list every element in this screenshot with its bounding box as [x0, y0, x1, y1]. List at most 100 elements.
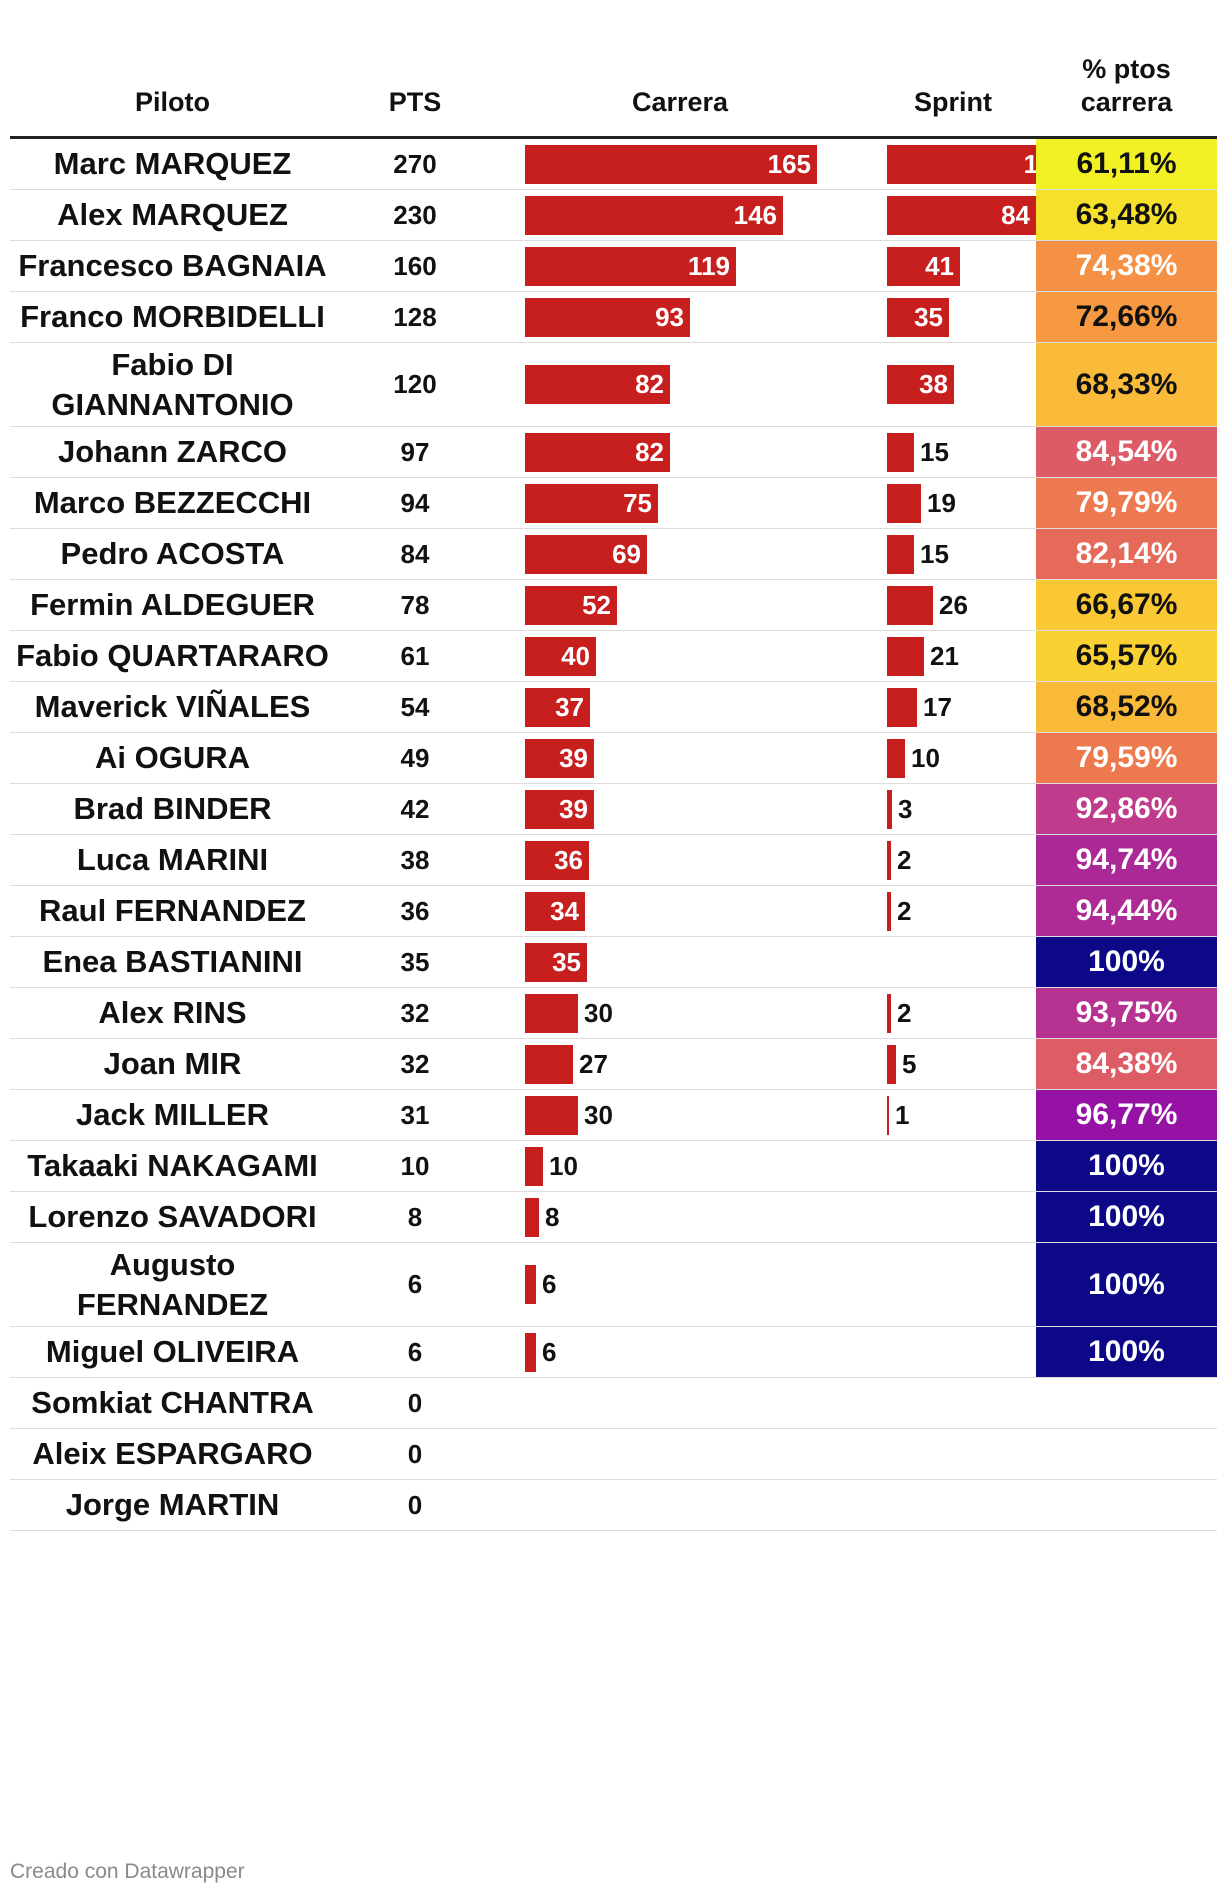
carrera-cell: 8 [525, 1192, 855, 1242]
table-row: Alex MARQUEZ 230 146 84 63,48% [10, 190, 1217, 241]
carrera-cell: 146 [525, 190, 855, 240]
sprint-bar [887, 534, 914, 574]
header-pts: PTS [388, 87, 442, 118]
sprint-value: 21 [930, 640, 959, 671]
sprint-cell [887, 1141, 1027, 1191]
pct-carrera-cell: 100% [1036, 1192, 1217, 1242]
sprint-cell [887, 1378, 1027, 1428]
pct-carrera-cell: 79,79% [1036, 478, 1217, 528]
carrera-value: 8 [545, 1201, 560, 1232]
pct-carrera-cell: 79,59% [1036, 733, 1217, 783]
points-table: Piloto PTS Carrera Sprint % ptos carrera… [10, 30, 1217, 1531]
sprint-cell [887, 1480, 1027, 1530]
sprint-value: 15 [920, 436, 949, 467]
sprint-value: 19 [927, 487, 956, 518]
carrera-cell: 6 [525, 1327, 855, 1377]
driver-name: Aleix ESPARGARO [32, 1436, 313, 1472]
driver-pts: 0 [407, 1489, 423, 1520]
sprint-value: 3 [898, 793, 913, 824]
driver-pts: 84 [400, 538, 430, 569]
driver-pts: 54 [400, 691, 430, 722]
driver-name: Luca MARINI [76, 842, 269, 878]
sprint-value: 2 [897, 844, 912, 875]
sprint-value: 5 [902, 1048, 917, 1079]
sprint-bar: 41 [887, 246, 960, 286]
driver-pts: 8 [407, 1201, 423, 1232]
pct-carrera-cell: 66,67% [1036, 580, 1217, 630]
pct-carrera-cell: 65,57% [1036, 631, 1217, 681]
carrera-cell: 35 [525, 937, 855, 987]
sprint-cell: 105 [887, 139, 1073, 189]
carrera-bar [525, 1197, 539, 1237]
table-row: Fermin ALDEGUER 78 52 26 66,67% [10, 580, 1217, 631]
driver-name: Jorge MARTIN [65, 1487, 280, 1523]
sprint-value: 38 [919, 369, 948, 399]
sprint-bar [887, 483, 921, 523]
driver-pts: 270 [393, 148, 437, 179]
sprint-cell [887, 1192, 1027, 1242]
pct-carrera-cell [1036, 1429, 1217, 1479]
driver-pts: 31 [400, 1099, 430, 1130]
driver-name: Marco BEZZECCHI [33, 485, 312, 521]
header-sprint: Sprint [914, 87, 992, 118]
driver-pts: 160 [393, 250, 437, 281]
table-row: Lorenzo SAVADORI 8 8 100% [10, 1192, 1217, 1243]
sprint-value: 1 [895, 1099, 910, 1130]
table-row: Marc MARQUEZ 270 165 10561,11% [10, 139, 1217, 190]
sprint-cell: 2 [887, 835, 1027, 885]
driver-name: Brad BINDER [73, 791, 272, 827]
table-row: Raul FERNANDEZ 36 34 2 94,44% [10, 886, 1217, 937]
table-row: Somkiat CHANTRA 0 [10, 1378, 1217, 1429]
carrera-cell: 36 [525, 835, 855, 885]
sprint-bar [887, 891, 891, 931]
carrera-bar: 52 [525, 585, 617, 625]
carrera-value: 34 [550, 895, 579, 926]
sprint-bar [887, 687, 917, 727]
table-header: Piloto PTS Carrera Sprint % ptos carrera [10, 30, 1217, 139]
carrera-bar: 119 [525, 246, 736, 286]
driver-name: Alex RINS [98, 995, 247, 1031]
sprint-bar: 38 [887, 365, 954, 404]
sprint-cell: 15 [887, 529, 1027, 579]
table-row: Maverick VIÑALES 54 37 17 68,52% [10, 682, 1217, 733]
driver-name: Alex MARQUEZ [57, 197, 288, 233]
carrera-value: 6 [542, 1269, 557, 1299]
carrera-bar [525, 993, 578, 1033]
driver-name: Fabio QUARTARARO [16, 638, 329, 674]
carrera-value: 36 [554, 844, 583, 875]
sprint-cell: 84 [887, 190, 1036, 240]
table-row: Franco MORBIDELLI 128 93 35 72,66% [10, 292, 1217, 343]
carrera-bar: 35 [525, 942, 587, 982]
driver-name: Ai OGURA [95, 740, 250, 776]
driver-pts: 61 [400, 640, 430, 671]
carrera-bar: 146 [525, 195, 783, 235]
header-pct-line1: % ptos [1082, 53, 1171, 84]
driver-pts: 128 [393, 301, 437, 332]
sprint-bar [887, 1095, 889, 1135]
carrera-cell: 30 [525, 1090, 855, 1140]
driver-pts: 32 [400, 1048, 430, 1079]
table-row: Jorge MARTIN 0 [10, 1480, 1217, 1531]
driver-name: Franco MORBIDELLI [20, 299, 325, 335]
carrera-bar: 34 [525, 891, 585, 931]
carrera-cell: 27 [525, 1039, 855, 1089]
pct-carrera-cell: 68,33% [1036, 343, 1217, 426]
sprint-cell: 5 [887, 1039, 1027, 1089]
carrera-bar [525, 1332, 536, 1372]
carrera-bar: 36 [525, 840, 589, 880]
carrera-bar [525, 1044, 573, 1084]
pct-carrera-cell: 94,44% [1036, 886, 1217, 936]
carrera-cell: 82 [525, 427, 855, 477]
pct-carrera-cell: 82,14% [1036, 529, 1217, 579]
pct-carrera-cell: 84,54% [1036, 427, 1217, 477]
carrera-bar: 93 [525, 297, 690, 337]
driver-name: Fabio DI GIANNANTONIO [51, 346, 294, 422]
sprint-value: 17 [923, 691, 952, 722]
carrera-value: 146 [733, 199, 777, 230]
pct-carrera-cell: 100% [1036, 1243, 1217, 1326]
carrera-bar: 165 [525, 144, 817, 184]
sprint-cell: 2 [887, 988, 1027, 1038]
sprint-bar: 84 [887, 195, 1036, 235]
sprint-value: 84 [1001, 199, 1030, 230]
sprint-value: 41 [925, 250, 954, 281]
